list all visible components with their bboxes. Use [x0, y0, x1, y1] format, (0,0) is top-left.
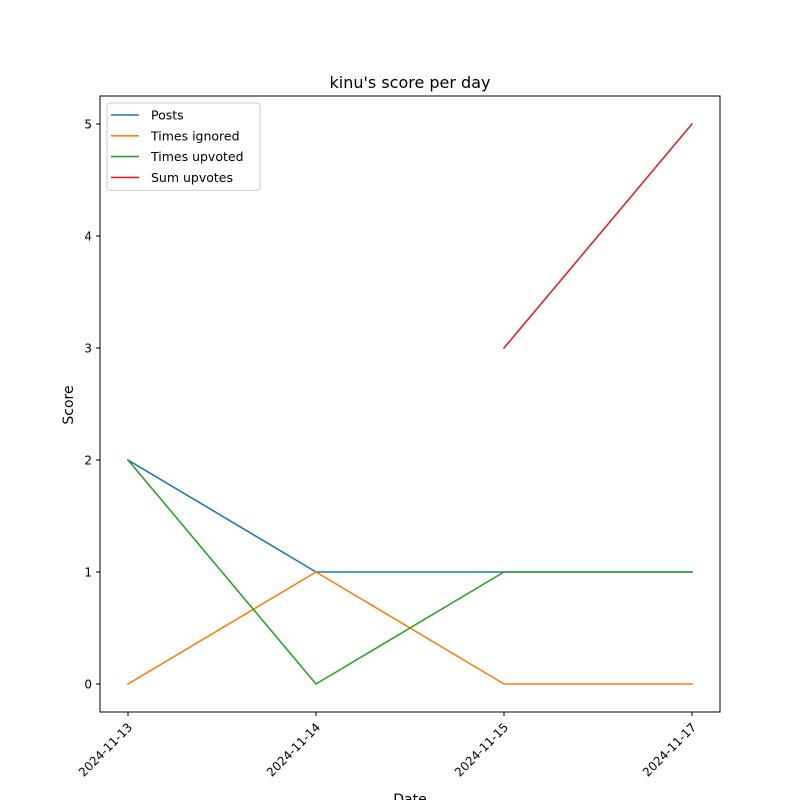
chart-title: kinu's score per day: [330, 73, 491, 92]
legend-label-1: Times ignored: [150, 128, 240, 143]
legend-box: [106, 102, 261, 191]
axes-frame: [99, 95, 721, 713]
legend-label-2: Times upvoted: [150, 149, 244, 164]
y-tick-label-2: 2: [84, 454, 92, 468]
y-tick-label-3: 3: [84, 342, 92, 356]
legend-label-3: Sum upvotes: [151, 170, 233, 185]
y-axis-label: Score: [61, 385, 77, 424]
series-line-2: [126, 458, 693, 685]
series-line-3: [502, 122, 694, 350]
x-axis-label: Date: [393, 792, 426, 800]
y-tick-label-1: 1: [84, 566, 92, 580]
y-tick-label-4: 4: [84, 230, 92, 244]
legend: Posts Times ignored Times upvoted Sum upvot…: [106, 102, 261, 191]
y-tick-label-5: 5: [84, 118, 92, 132]
y-tick-label-0: 0: [84, 678, 92, 692]
legend-label-0: Posts: [151, 108, 184, 123]
